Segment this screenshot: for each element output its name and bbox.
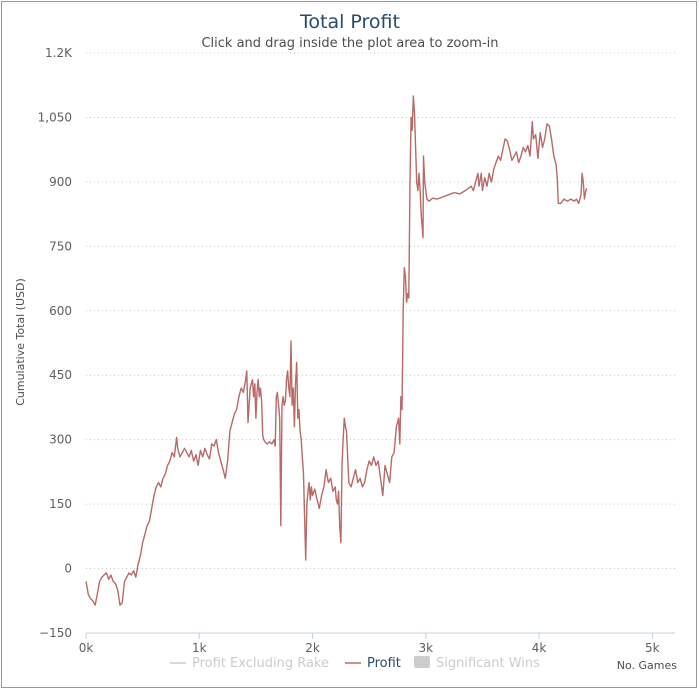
- chart-title: Total Profit: [299, 11, 400, 33]
- x-tick-label: 5k: [645, 641, 660, 655]
- x-axis-note: No. Games: [617, 659, 678, 672]
- y-tick-label: 150: [49, 497, 72, 511]
- legend-item[interactable]: Profit: [345, 656, 401, 671]
- x-tick-label: 0k: [79, 641, 94, 655]
- y-tick-label: 0: [64, 562, 72, 576]
- y-tick-label: 300: [49, 433, 72, 447]
- grid-lines: [86, 52, 675, 570]
- y-axis-ticks: −150 0 150 300 450 600 750 900 1,050 1.2K: [38, 46, 73, 640]
- y-tick-label: 450: [49, 368, 72, 382]
- chart-subtitle: Click and drag inside the plot area to z…: [201, 36, 498, 51]
- legend-box-marker: [414, 656, 430, 668]
- legend-label: Profit Excluding Rake: [192, 656, 329, 671]
- legend: Profit Excluding Rake Profit Significant W…: [170, 656, 540, 671]
- x-tick-label: 2k: [305, 641, 320, 655]
- x-tick-label: 4k: [532, 641, 547, 655]
- legend-label: Profit: [367, 656, 401, 671]
- y-tick-label: 750: [49, 239, 72, 253]
- x-tick-label: 3k: [419, 641, 434, 655]
- y-tick-label: 1,050: [38, 110, 72, 124]
- y-tick-label: 600: [49, 304, 72, 318]
- series-line-profit[interactable]: [85, 95, 588, 606]
- y-tick-label: −150: [39, 626, 72, 640]
- y-axis-label: Cumulative Total (USD): [14, 278, 27, 406]
- legend-item[interactable]: Significant Wins: [414, 656, 540, 671]
- legend-label: Significant Wins: [436, 656, 540, 671]
- y-tick-label: 1.2K: [45, 46, 73, 60]
- x-tick-label: 1k: [192, 641, 207, 655]
- plot-area[interactable]: [85, 95, 588, 606]
- x-axis-ticks: 0k 1k 2k 3k 4k 5k: [79, 633, 660, 655]
- legend-item[interactable]: Profit Excluding Rake: [170, 656, 329, 671]
- y-tick-label: 900: [49, 175, 72, 189]
